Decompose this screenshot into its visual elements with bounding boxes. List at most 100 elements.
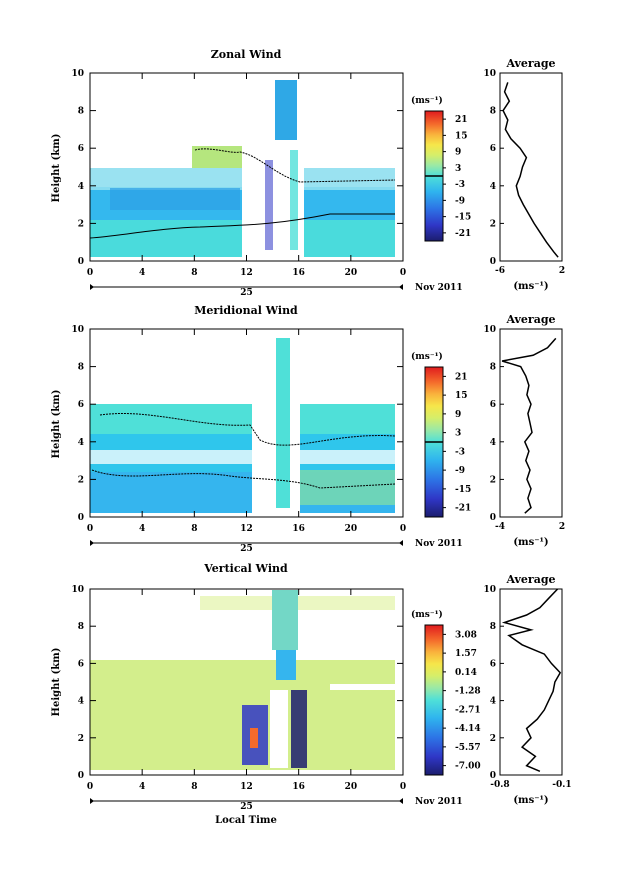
y-tick-label: 4	[78, 697, 84, 707]
zonal-contour-lower	[89, 213, 395, 239]
colorbar-tick-label: 3.08	[455, 630, 477, 640]
x-tick-label: 0	[87, 524, 93, 534]
panel-title: Zonal Wind	[211, 48, 282, 61]
colorbar: (ms⁻¹) 21 15 9 3 -3 -9 -15 -21	[411, 351, 471, 518]
meridional-wind-panel: Meridional Wind Height (km) 0 4 8 12 16 20 002…	[51, 304, 565, 554]
average-frame	[499, 72, 563, 262]
vertical-column-top	[272, 590, 298, 650]
average-x-axis-label: (ms⁻¹)	[513, 281, 548, 292]
average-y-tick-label: 6	[490, 144, 496, 154]
date-axis-end-marker	[399, 540, 403, 546]
average-x-tick-label-right: 2	[559, 266, 565, 276]
zonal-wind-panel: Zonal Wind Height (km) 0 4 8 12 16 20 00246810…	[51, 48, 565, 298]
y-tick-label: 4	[78, 438, 84, 448]
colorbar-tick-label: -9	[455, 466, 465, 476]
colorbar-tick-label: 15	[455, 391, 468, 401]
average-x-tick-label-right: -0.1	[552, 780, 571, 790]
colorbar-tick-label: -3	[455, 447, 465, 457]
x-tick-label: 16	[292, 268, 305, 278]
average-x-axis-label: (ms⁻¹)	[513, 537, 548, 548]
y-tick-label: 8	[78, 363, 84, 373]
colorbar-gradient	[424, 624, 444, 776]
y-tick-label: 0	[78, 771, 84, 781]
date-day-label: 25	[240, 802, 253, 812]
average-profile-line	[501, 588, 562, 772]
colorbar-tick-label: 21	[455, 372, 468, 382]
vertical-updraft-right	[291, 690, 307, 768]
colorbar-tick-label: -1.28	[455, 687, 481, 697]
average-profile: Average 0 2 4 6 8 10 -6 2 (ms⁻¹)	[483, 57, 565, 292]
colorbar-tick-label: 9	[455, 148, 461, 158]
average-y-tick-label: 0	[490, 771, 496, 781]
y-tick-label: 10	[71, 69, 84, 79]
average-x-axis-label: (ms⁻¹)	[513, 795, 548, 806]
y-axis-label: Height (km)	[51, 390, 62, 459]
colorbar-tick-label: 3	[455, 429, 461, 439]
y-tick-label: 10	[71, 325, 84, 335]
panel-title: Vertical Wind	[203, 562, 288, 575]
y-tick-label: 2	[78, 734, 84, 744]
average-y-tick-label: 6	[490, 400, 496, 410]
x-tick-label: 12	[240, 268, 253, 278]
meridional-contour-upper	[99, 413, 396, 446]
average-y-tick-label: 8	[490, 363, 496, 373]
x-tick-label: 12	[240, 782, 253, 792]
average-y-tick-label: 10	[483, 325, 496, 335]
y-axis-label: Height (km)	[51, 648, 62, 717]
zonal-middle-layer	[110, 188, 240, 210]
colorbar-tick-label: -15	[455, 485, 471, 495]
meridional-cloud-patch	[300, 470, 395, 505]
average-x-tick-label-right: 2	[559, 522, 565, 532]
average-x-tick-label-left: -4	[495, 522, 505, 532]
date-month-label: Nov 2011	[415, 539, 463, 549]
zonal-core-2	[290, 150, 298, 250]
colorbar-unit: (ms⁻¹)	[411, 351, 443, 362]
heatmap-area	[90, 590, 395, 770]
average-y-tick-label: 10	[483, 585, 496, 595]
y-tick-label: 4	[78, 182, 84, 192]
average-profile-line	[502, 82, 559, 258]
x-tick-label: 12	[240, 524, 253, 534]
vertical-wind-panel: Vertical Wind Height (km) Local Time 0 4 8…	[51, 562, 572, 826]
average-title: Average	[505, 573, 555, 586]
average-y-tick-label: 2	[490, 475, 496, 485]
average-title: Average	[505, 313, 555, 326]
x-tick-label: 16	[292, 782, 305, 792]
colorbar-tick-label: -7.00	[455, 762, 481, 772]
average-y-tick-label: 8	[490, 107, 496, 117]
x-tick-label: 4	[139, 268, 145, 278]
x-tick-label: 20	[345, 524, 358, 534]
colorbar: (ms⁻¹) 3.08 1.57 0.14 -1.28 -2.71 -4.14 -5.57 -7…	[411, 609, 481, 776]
average-y-tick-label: 0	[490, 257, 496, 267]
date-axis-end-marker	[399, 798, 403, 804]
average-y-tick-label: 8	[490, 622, 496, 632]
colorbar-tick-label: 21	[455, 115, 468, 125]
x-tick-label: 0	[400, 268, 406, 278]
date-axis-start-marker	[90, 540, 94, 546]
colorbar-tick-label: -21	[455, 504, 471, 514]
colorbar: (ms⁻¹) 21 15 9 3 -3 -9 -15 -21	[411, 95, 471, 242]
x-tick-label: 20	[345, 782, 358, 792]
y-tick-label: 2	[78, 475, 84, 485]
date-month-label: Nov 2011	[415, 283, 463, 293]
x-tick-label: 0	[400, 782, 406, 792]
y-tick-label: 8	[78, 622, 84, 632]
average-frame	[499, 588, 563, 776]
date-day-label: 25	[240, 544, 253, 554]
heatmap-area	[89, 80, 396, 257]
x-tick-label: 8	[191, 524, 197, 534]
y-tick-label: 0	[78, 257, 84, 267]
colorbar-tick-label: 0.14	[455, 668, 477, 678]
date-axis-start-marker	[90, 284, 94, 290]
colorbar-unit: (ms⁻¹)	[411, 609, 443, 620]
x-tick-label: 8	[191, 268, 197, 278]
y-tick-label: 6	[78, 659, 84, 669]
x-tick-label: 8	[191, 782, 197, 792]
heatmap-area	[90, 338, 396, 513]
meridional-core	[276, 338, 290, 508]
colorbar-tick-label: 3	[455, 164, 461, 174]
colorbar-tick-label: -4.14	[455, 724, 481, 734]
